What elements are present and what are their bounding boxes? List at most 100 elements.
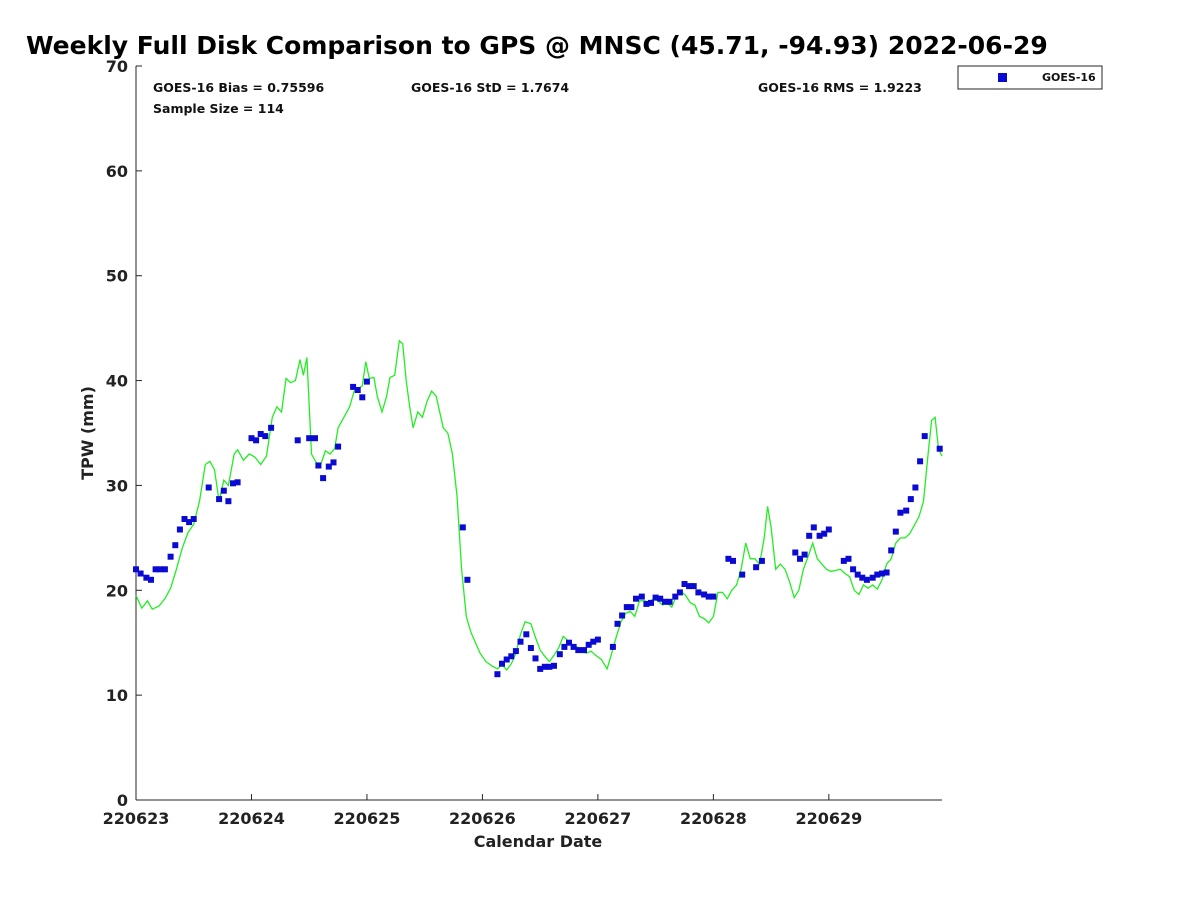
goes16-data-point [730, 557, 736, 564]
goes16-data-point [363, 378, 370, 385]
goes16-data-point [464, 576, 471, 583]
goes16-data-point [503, 656, 510, 663]
goes16-data-point [312, 435, 318, 442]
goes16-data-point [806, 532, 813, 539]
goes16-data-point [821, 530, 828, 537]
goes16-data-point [758, 557, 765, 564]
goes16-data-point [897, 509, 904, 516]
goes16-data-point [661, 598, 668, 605]
goes16-data-point [797, 555, 803, 562]
goes16-data-point [517, 638, 524, 645]
gps-series-line [135, 339, 943, 672]
legend-label-goes16: GOES-16 [1042, 71, 1096, 84]
goes16-data-point [936, 445, 943, 452]
x-tick-label: 220623 [103, 809, 170, 828]
y-axis-ticks: 0 10 20 30 40 50 60 70 [106, 57, 142, 810]
x-axis-label: Calendar Date [474, 832, 603, 851]
x-tick-label: 220625 [334, 809, 401, 828]
goes16-data-point [230, 480, 236, 487]
y-tick-label: 0 [117, 791, 128, 810]
goes16-data-point [152, 566, 159, 573]
goes16-data-point [532, 655, 539, 662]
goes16-data-point [672, 593, 679, 600]
goes16-data-point [306, 435, 313, 442]
goes16-data-point [523, 631, 530, 638]
goes16-data-point [903, 507, 910, 514]
goes16-data-point [921, 433, 928, 440]
goes16-data-point [810, 524, 817, 531]
goes16-data-point [859, 574, 866, 581]
goes16-data-point [907, 496, 914, 503]
goes16-series-points [133, 378, 943, 678]
y-tick-label: 20 [106, 581, 128, 600]
goes16-data-point [541, 663, 548, 670]
goes16-data-point [527, 645, 534, 651]
goes16-data-point [701, 591, 708, 598]
goes16-data-point [874, 571, 881, 578]
y-tick-label: 70 [106, 57, 128, 76]
y-tick-label: 10 [106, 686, 128, 705]
goes16-data-point [869, 574, 876, 581]
goes16-data-point [705, 593, 712, 600]
x-axis-ticks: 220623 220624 220625 220626 220627 220628 2206… [103, 794, 862, 828]
goes16-data-point [335, 443, 342, 450]
goes16-data-point [253, 437, 260, 444]
goes16-data-point [585, 641, 592, 648]
goes16-data-point [888, 547, 895, 554]
legend-box [957, 65, 1103, 90]
goes16-data-point [537, 665, 544, 672]
goes16-data-point [652, 594, 659, 601]
goes16-data-point [459, 524, 466, 531]
goes16-data-point [359, 394, 366, 401]
goes16-data-point [137, 570, 144, 577]
goes16-data-point [268, 424, 275, 431]
y-tick-label: 60 [106, 162, 128, 181]
y-tick-label: 40 [106, 372, 128, 391]
goes16-data-point [561, 643, 568, 650]
goes16-data-point [220, 487, 227, 494]
goes16-data-point [633, 595, 639, 602]
goes16-data-point [854, 571, 861, 578]
goes16-data-point [686, 583, 693, 590]
goes16-data-point [753, 564, 760, 571]
goes16-data-point [816, 532, 823, 539]
goes16-data-point [350, 383, 357, 390]
goes16-data-point [176, 526, 183, 533]
std-stat: GOES-16 StD = 1.7674 [411, 80, 569, 95]
x-tick-label: 220626 [449, 809, 516, 828]
sample-size-stat: Sample Size = 114 [153, 101, 284, 116]
goes16-data-point [556, 651, 563, 658]
goes16-data-point [294, 437, 301, 444]
y-tick-label: 50 [106, 267, 128, 286]
goes16-data-point [161, 566, 168, 573]
goes16-data-point [725, 555, 732, 562]
goes16-data-point [850, 566, 857, 573]
goes16-data-point [825, 526, 832, 533]
goes16-data-point [172, 542, 179, 549]
goes16-data-point [863, 576, 870, 583]
goes16-data-point [643, 600, 650, 607]
goes16-data-point [840, 557, 847, 564]
legend: GOES-16 [957, 65, 1103, 90]
goes16-data-point [148, 576, 154, 583]
bias-stat: GOES-16 Bias = 0.75596 [153, 80, 324, 95]
goes16-data-point [190, 516, 197, 522]
goes16-data-point [133, 566, 139, 573]
goes16-data-point [315, 462, 322, 469]
goes16-data-point [666, 598, 673, 605]
goes16-data-point [619, 612, 626, 619]
goes16-data-point [912, 484, 919, 491]
goes16-data-point [508, 653, 515, 660]
goes16-data-point [845, 555, 852, 562]
goes16-data-point [676, 589, 683, 596]
goes16-data-point [792, 549, 799, 556]
legend-marker-goes16 [998, 73, 1007, 82]
goes16-data-point [681, 581, 688, 587]
goes16-data-point [570, 643, 577, 650]
goes16-data-point [690, 583, 697, 590]
goes16-data-point [883, 569, 890, 576]
goes16-data-point [657, 595, 664, 602]
goes16-data-point [566, 639, 572, 646]
goes16-data-point [628, 604, 635, 611]
